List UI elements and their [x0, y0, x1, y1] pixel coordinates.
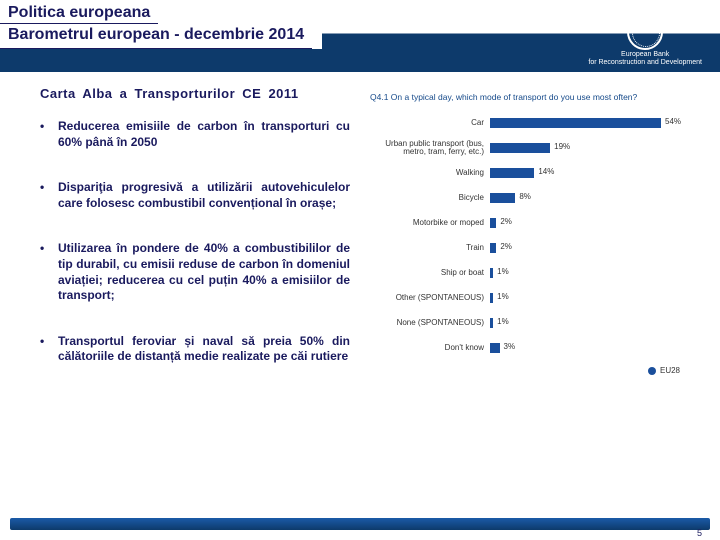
bar-fill — [490, 168, 534, 178]
logo-text-1: European Bank — [588, 51, 702, 59]
bar-label: Bicycle — [370, 194, 490, 202]
bar-value: 2% — [500, 242, 512, 251]
bar-fill — [490, 243, 496, 253]
bar-value: 54% — [665, 117, 681, 126]
bar-label: Motorbike or moped — [370, 219, 490, 227]
bar-row: Car 54% — [370, 116, 680, 130]
header: Politica europeana Barometrul european -… — [0, 0, 720, 72]
bar-row: Walking 14% — [370, 166, 680, 180]
chart-legend: EU28 — [370, 366, 680, 375]
bar-track: 1% — [490, 268, 680, 278]
footer-bar — [10, 518, 710, 530]
bar-track: 54% — [490, 118, 680, 128]
bar-label: Don't know — [370, 344, 490, 352]
bar-label: Ship or boat — [370, 269, 490, 277]
ebrd-logo: European Bank for Reconstruction and Dev… — [588, 14, 702, 66]
content: Carta Alba a Transporturilor CE 2011 Red… — [0, 72, 720, 395]
bullet-item: Transportul feroviar și naval să preia 5… — [40, 334, 350, 365]
bar-label: Walking — [370, 169, 490, 177]
bullet-item: Reducerea emisiile de carbon în transpor… — [40, 119, 350, 150]
bar-label: Urban public transport (bus, metro, tram… — [370, 140, 490, 157]
bar-fill — [490, 318, 493, 328]
bullet-item: Dispariţia progresivă a utilizării autov… — [40, 180, 350, 211]
bar-track: 1% — [490, 318, 680, 328]
bar-row: Motorbike or moped 2% — [370, 216, 680, 230]
bar-track: 3% — [490, 343, 680, 353]
bar-row: Don't know 3% — [370, 341, 680, 355]
bar-value: 8% — [519, 192, 531, 201]
title-line-1: Politica europeana — [0, 0, 158, 24]
bar-chart: Car 54% Urban public transport (bus, metro… — [370, 116, 680, 355]
bar-value: 19% — [554, 142, 570, 151]
bullet-item: Utilizarea în pondere de 40% a combustib… — [40, 241, 350, 303]
bar-label: Car — [370, 119, 490, 127]
left-column: Carta Alba a Transporturilor CE 2011 Red… — [40, 86, 370, 395]
bar-value: 1% — [497, 317, 509, 326]
bar-label: Other (SPONTANEOUS) — [370, 294, 490, 302]
bar-track: 1% — [490, 293, 680, 303]
bar-fill — [490, 218, 496, 228]
bar-row: Other (SPONTANEOUS) 1% — [370, 291, 680, 305]
bar-fill — [490, 268, 493, 278]
bar-track: 2% — [490, 218, 680, 228]
bar-track: 14% — [490, 168, 680, 178]
bar-label: None (SPONTANEOUS) — [370, 319, 490, 327]
bar-row: Bicycle 8% — [370, 191, 680, 205]
chart-title: Q4.1 On a typical day, which mode of tra… — [370, 92, 680, 102]
subtitle: Carta Alba a Transporturilor CE 2011 — [40, 86, 350, 101]
bar-fill — [490, 143, 550, 153]
bar-track: 19% — [490, 143, 680, 153]
title-line-2: Barometrul european - decembrie 2014 — [0, 24, 312, 49]
bar-value: 3% — [504, 342, 516, 351]
bar-value: 1% — [497, 267, 509, 276]
bar-row: Urban public transport (bus, metro, tram… — [370, 141, 680, 155]
legend-label: EU28 — [660, 366, 680, 375]
bar-row: Ship or boat 1% — [370, 266, 680, 280]
bar-row: Train 2% — [370, 241, 680, 255]
bar-label: Train — [370, 244, 490, 252]
legend-dot-icon — [648, 367, 656, 375]
bar-track: 2% — [490, 243, 680, 253]
bar-fill — [490, 343, 500, 353]
bar-track: 8% — [490, 193, 680, 203]
bar-value: 1% — [497, 292, 509, 301]
bar-fill — [490, 193, 515, 203]
bar-value: 14% — [538, 167, 554, 176]
bar-value: 2% — [500, 217, 512, 226]
page-number: 5 — [697, 528, 702, 538]
bar-fill — [490, 293, 493, 303]
bar-fill — [490, 118, 661, 128]
header-titles: Politica europeana Barometrul european -… — [0, 0, 322, 49]
chart-panel: Q4.1 On a typical day, which mode of tra… — [370, 86, 680, 395]
bullet-list: Reducerea emisiile de carbon în transpor… — [40, 119, 350, 365]
bar-row: None (SPONTANEOUS) 1% — [370, 316, 680, 330]
logo-text-2: for Reconstruction and Development — [588, 59, 702, 67]
logo-ring-icon — [627, 14, 663, 50]
